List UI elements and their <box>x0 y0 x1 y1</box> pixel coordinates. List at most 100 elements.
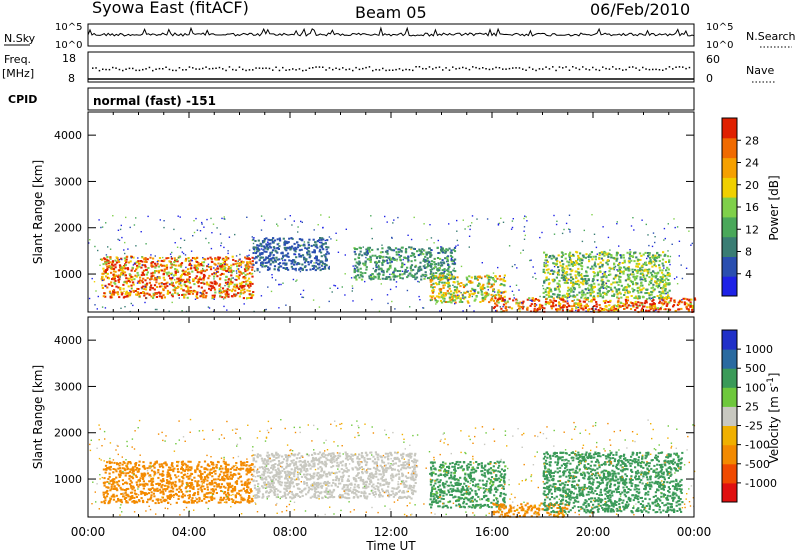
range-cell <box>539 305 542 307</box>
range-cell <box>131 476 134 479</box>
range-cell <box>89 239 91 241</box>
range-cell <box>166 480 169 483</box>
range-cell <box>564 300 567 303</box>
range-cell <box>391 249 394 252</box>
range-cell <box>321 264 324 266</box>
range-cell <box>225 259 228 262</box>
range-cell <box>170 266 174 269</box>
range-cell <box>534 272 536 275</box>
range-cell <box>124 306 126 308</box>
range-cell <box>209 289 212 292</box>
range-cell <box>153 262 156 265</box>
range-cell <box>106 265 109 268</box>
range-cell <box>651 291 654 294</box>
range-cell <box>439 310 441 312</box>
range-cell <box>389 288 392 291</box>
range-cell <box>503 295 506 298</box>
range-cell <box>235 283 239 286</box>
range-cell <box>156 308 158 311</box>
range-cell <box>366 251 369 254</box>
range-cell <box>246 262 249 265</box>
range-cell <box>143 472 146 475</box>
range-cell <box>561 266 564 269</box>
range-cell <box>585 304 588 307</box>
range-cell <box>492 283 495 286</box>
range-cell <box>157 476 160 479</box>
range-cell <box>114 266 117 269</box>
range-cell <box>480 293 483 296</box>
range-cell <box>111 266 114 269</box>
range-cell <box>575 306 578 309</box>
range-cell <box>439 299 443 302</box>
range-cell <box>494 275 497 278</box>
range-cell <box>158 277 161 280</box>
range-cell <box>134 274 137 277</box>
range-cell <box>112 270 116 273</box>
range-cell <box>246 216 248 218</box>
range-cell <box>667 268 670 271</box>
range-cell <box>672 304 676 307</box>
range-cell <box>486 282 489 285</box>
range-cell <box>140 266 143 269</box>
range-cell <box>504 301 506 303</box>
range-cell <box>144 286 146 288</box>
range-cell <box>208 307 211 309</box>
range-cell <box>625 300 628 303</box>
range-cell <box>410 269 413 272</box>
range-cell <box>160 297 164 300</box>
range-cell <box>591 265 594 268</box>
range-cell <box>466 300 469 303</box>
range-cell <box>521 302 523 304</box>
range-cell <box>263 238 266 240</box>
range-cell <box>238 489 241 492</box>
range-cell <box>147 267 150 269</box>
freq-dot <box>655 68 657 71</box>
freq-dot <box>138 69 141 72</box>
range-cell <box>354 253 357 256</box>
range-cell <box>688 230 690 232</box>
range-cell <box>418 249 421 252</box>
range-cell <box>102 267 105 270</box>
range-cell <box>363 264 366 267</box>
range-cell <box>617 300 620 303</box>
range-cell <box>194 269 197 271</box>
range-cell <box>467 290 469 293</box>
range-cell <box>193 492 196 495</box>
range-cell <box>172 284 175 287</box>
range-cell <box>296 246 300 249</box>
range-cell <box>145 283 148 286</box>
range-cell <box>631 271 634 273</box>
range-cell <box>430 249 433 251</box>
range-cell <box>206 265 209 268</box>
range-cell <box>426 262 429 265</box>
range-cell <box>263 259 266 262</box>
range-cell <box>663 279 666 282</box>
range-cell <box>102 295 105 298</box>
range-cell <box>542 291 545 294</box>
range-cell <box>367 248 370 251</box>
range-cell <box>144 292 147 295</box>
range-cell <box>633 253 635 255</box>
range-cell <box>190 290 193 293</box>
freq-dot <box>305 69 307 71</box>
range-cell <box>380 267 383 270</box>
range-cell <box>247 478 250 481</box>
range-cell <box>169 493 173 496</box>
range-cell <box>219 267 222 270</box>
range-cell <box>592 255 595 258</box>
range-cell <box>181 482 184 485</box>
range-cell <box>454 258 457 261</box>
range-cell <box>177 264 180 267</box>
range-cell <box>458 301 461 303</box>
range-cell <box>561 309 564 312</box>
range-cell <box>187 288 190 291</box>
range-cell <box>392 249 396 252</box>
range-cell <box>145 297 148 299</box>
range-cell <box>170 257 173 260</box>
range-cell <box>450 295 453 298</box>
range-cell <box>320 255 323 258</box>
range-cell <box>256 267 259 270</box>
range-cell <box>649 299 652 301</box>
range-cell <box>142 487 145 490</box>
range-cell <box>142 264 145 267</box>
